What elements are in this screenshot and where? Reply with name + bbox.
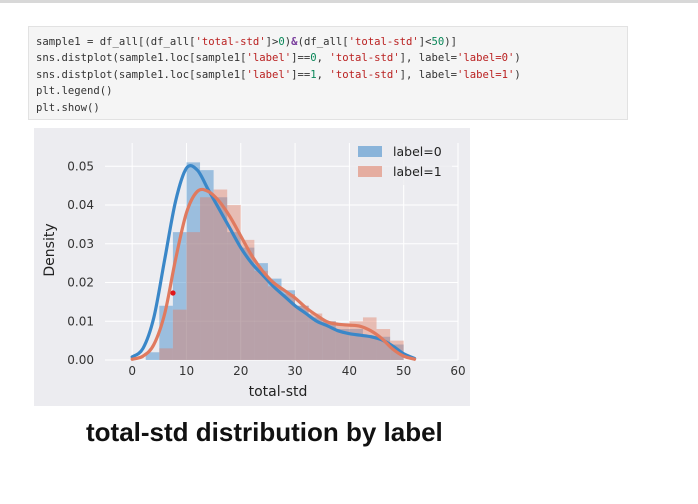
code-token: 50 bbox=[431, 36, 445, 48]
histogram-bar bbox=[213, 189, 228, 360]
histogram-bar bbox=[267, 278, 282, 360]
code-token: ], label= bbox=[399, 52, 458, 65]
histogram-bar bbox=[159, 348, 173, 360]
histogram-bar bbox=[322, 321, 336, 360]
histogram-label=1 bbox=[159, 189, 404, 360]
histogram-bar bbox=[254, 270, 268, 360]
histogram-bar bbox=[267, 286, 282, 360]
legend-label: label=0 bbox=[393, 144, 442, 159]
histogram-bar bbox=[186, 232, 201, 360]
code-token: 'total-std' bbox=[348, 36, 419, 48]
histogram-bar bbox=[308, 317, 323, 360]
code-token: , bbox=[316, 68, 330, 81]
histogram-bar bbox=[322, 321, 336, 360]
code-token: 'label=1' bbox=[457, 68, 515, 81]
tick-labels: 0 10 20 30 40 50 60 0.00 0.01 0.02 0.03 0.04 0.05 bbox=[67, 159, 465, 378]
code-token: & bbox=[291, 36, 298, 48]
cursor-marker bbox=[170, 290, 176, 296]
histogram-bar bbox=[308, 313, 323, 360]
x-tick-label: 50 bbox=[396, 364, 411, 378]
code-token: 'total-std' bbox=[195, 36, 266, 48]
code-token: , bbox=[316, 52, 330, 65]
y-tick-label: 0.04 bbox=[67, 198, 94, 212]
code-token: sns.distplot(sample1.loc[sample1[ bbox=[36, 68, 247, 81]
histogram-bar bbox=[295, 305, 309, 360]
code-token: (df_all[ bbox=[297, 36, 349, 48]
code-token: plt.legend() bbox=[36, 85, 113, 98]
chart-output: 0 10 20 30 40 50 60 0.00 0.01 0.02 0.03 0.04 0.05 to… bbox=[34, 128, 470, 406]
code-line: plt.show() bbox=[36, 100, 627, 116]
slide-caption: total-std distribution by label bbox=[86, 417, 443, 447]
top-divider bbox=[0, 0, 698, 3]
histogram-bar bbox=[281, 294, 296, 360]
kde-curves bbox=[130, 164, 417, 361]
code-token: ) bbox=[514, 52, 521, 65]
histogram-bar bbox=[240, 239, 255, 360]
histogram-bar bbox=[240, 247, 255, 360]
legend-swatch bbox=[358, 146, 382, 157]
histogram-bar bbox=[200, 197, 214, 360]
code-token: ]> bbox=[265, 36, 279, 48]
code-line: sns.distplot(sample1.loc[sample1['label'… bbox=[36, 67, 627, 83]
histogram-label=0 bbox=[145, 162, 404, 360]
legend: label=0 label=1 bbox=[350, 139, 452, 185]
legend-label: label=1 bbox=[393, 164, 442, 179]
code-token: ], label= bbox=[399, 68, 458, 81]
x-tick-label: 20 bbox=[233, 364, 248, 378]
code-token: 'label=0' bbox=[457, 52, 515, 65]
histogram-bar bbox=[213, 197, 228, 360]
histogram-bar bbox=[349, 321, 363, 360]
kde-curve-label=0 bbox=[130, 164, 417, 361]
x-tick-label: 60 bbox=[450, 364, 465, 378]
code-token: ) bbox=[514, 68, 521, 81]
histograms bbox=[145, 162, 404, 360]
x-tick-label: 30 bbox=[287, 364, 302, 378]
code-token: 'label' bbox=[246, 52, 292, 65]
code-token: sample1 = df_all[(df_all[ bbox=[36, 36, 196, 48]
y-tick-label: 0.02 bbox=[67, 276, 94, 290]
histogram-bar bbox=[145, 352, 160, 360]
kde-curve-label=1 bbox=[130, 187, 417, 361]
code-token: 0 bbox=[310, 52, 317, 65]
code-token: 'total-std' bbox=[329, 68, 400, 81]
code-token: ) bbox=[284, 36, 292, 48]
legend-swatch bbox=[358, 166, 382, 177]
histogram-bar bbox=[349, 329, 363, 360]
histogram-bar bbox=[335, 329, 350, 360]
code-token: 1 bbox=[310, 68, 317, 81]
y-tick-label: 0.05 bbox=[67, 159, 94, 173]
code-line: sample1 = df_all[(df_all['total-std']>0)… bbox=[36, 34, 627, 50]
code-cell[interactable]: sample1 = df_all[(df_all['total-std']>0)… bbox=[28, 26, 628, 120]
x-axis-label: total-std bbox=[249, 384, 308, 400]
code-token: ]< bbox=[418, 36, 432, 48]
code-token: )] bbox=[444, 36, 458, 48]
x-tick-label: 0 bbox=[128, 364, 136, 378]
histogram-bar bbox=[254, 263, 268, 360]
histogram-bar bbox=[186, 162, 201, 360]
code-token: ]== bbox=[291, 68, 311, 81]
code-line: sns.distplot(sample1.loc[sample1['label'… bbox=[36, 50, 627, 66]
histogram-bar bbox=[281, 290, 296, 360]
y-tick-label: 0.03 bbox=[67, 237, 94, 251]
y-tick-label: 0.01 bbox=[67, 314, 94, 328]
density-chart: 0 10 20 30 40 50 60 0.00 0.01 0.02 0.03 0.04 0.05 to… bbox=[42, 139, 466, 400]
histogram-bar bbox=[200, 170, 214, 360]
histogram-bar bbox=[227, 232, 241, 360]
code-token: ]== bbox=[291, 52, 311, 65]
histogram-bar bbox=[172, 232, 187, 360]
x-tick-label: 10 bbox=[179, 364, 194, 378]
code-token: plt.show() bbox=[36, 101, 100, 114]
code-token: 0 bbox=[278, 36, 285, 48]
x-tick-label: 40 bbox=[342, 364, 357, 378]
histogram-bar bbox=[295, 305, 309, 360]
histogram-bar bbox=[172, 309, 187, 360]
y-axis-label: Density bbox=[42, 223, 58, 276]
y-tick-label: 0.00 bbox=[67, 353, 94, 367]
code-token: sns.distplot(sample1.loc[sample1[ bbox=[36, 52, 247, 65]
code-token: 'label' bbox=[246, 68, 292, 81]
histogram-bar bbox=[362, 336, 377, 360]
code-line: plt.legend() bbox=[36, 83, 627, 99]
code-token: 'total-std' bbox=[329, 52, 400, 65]
